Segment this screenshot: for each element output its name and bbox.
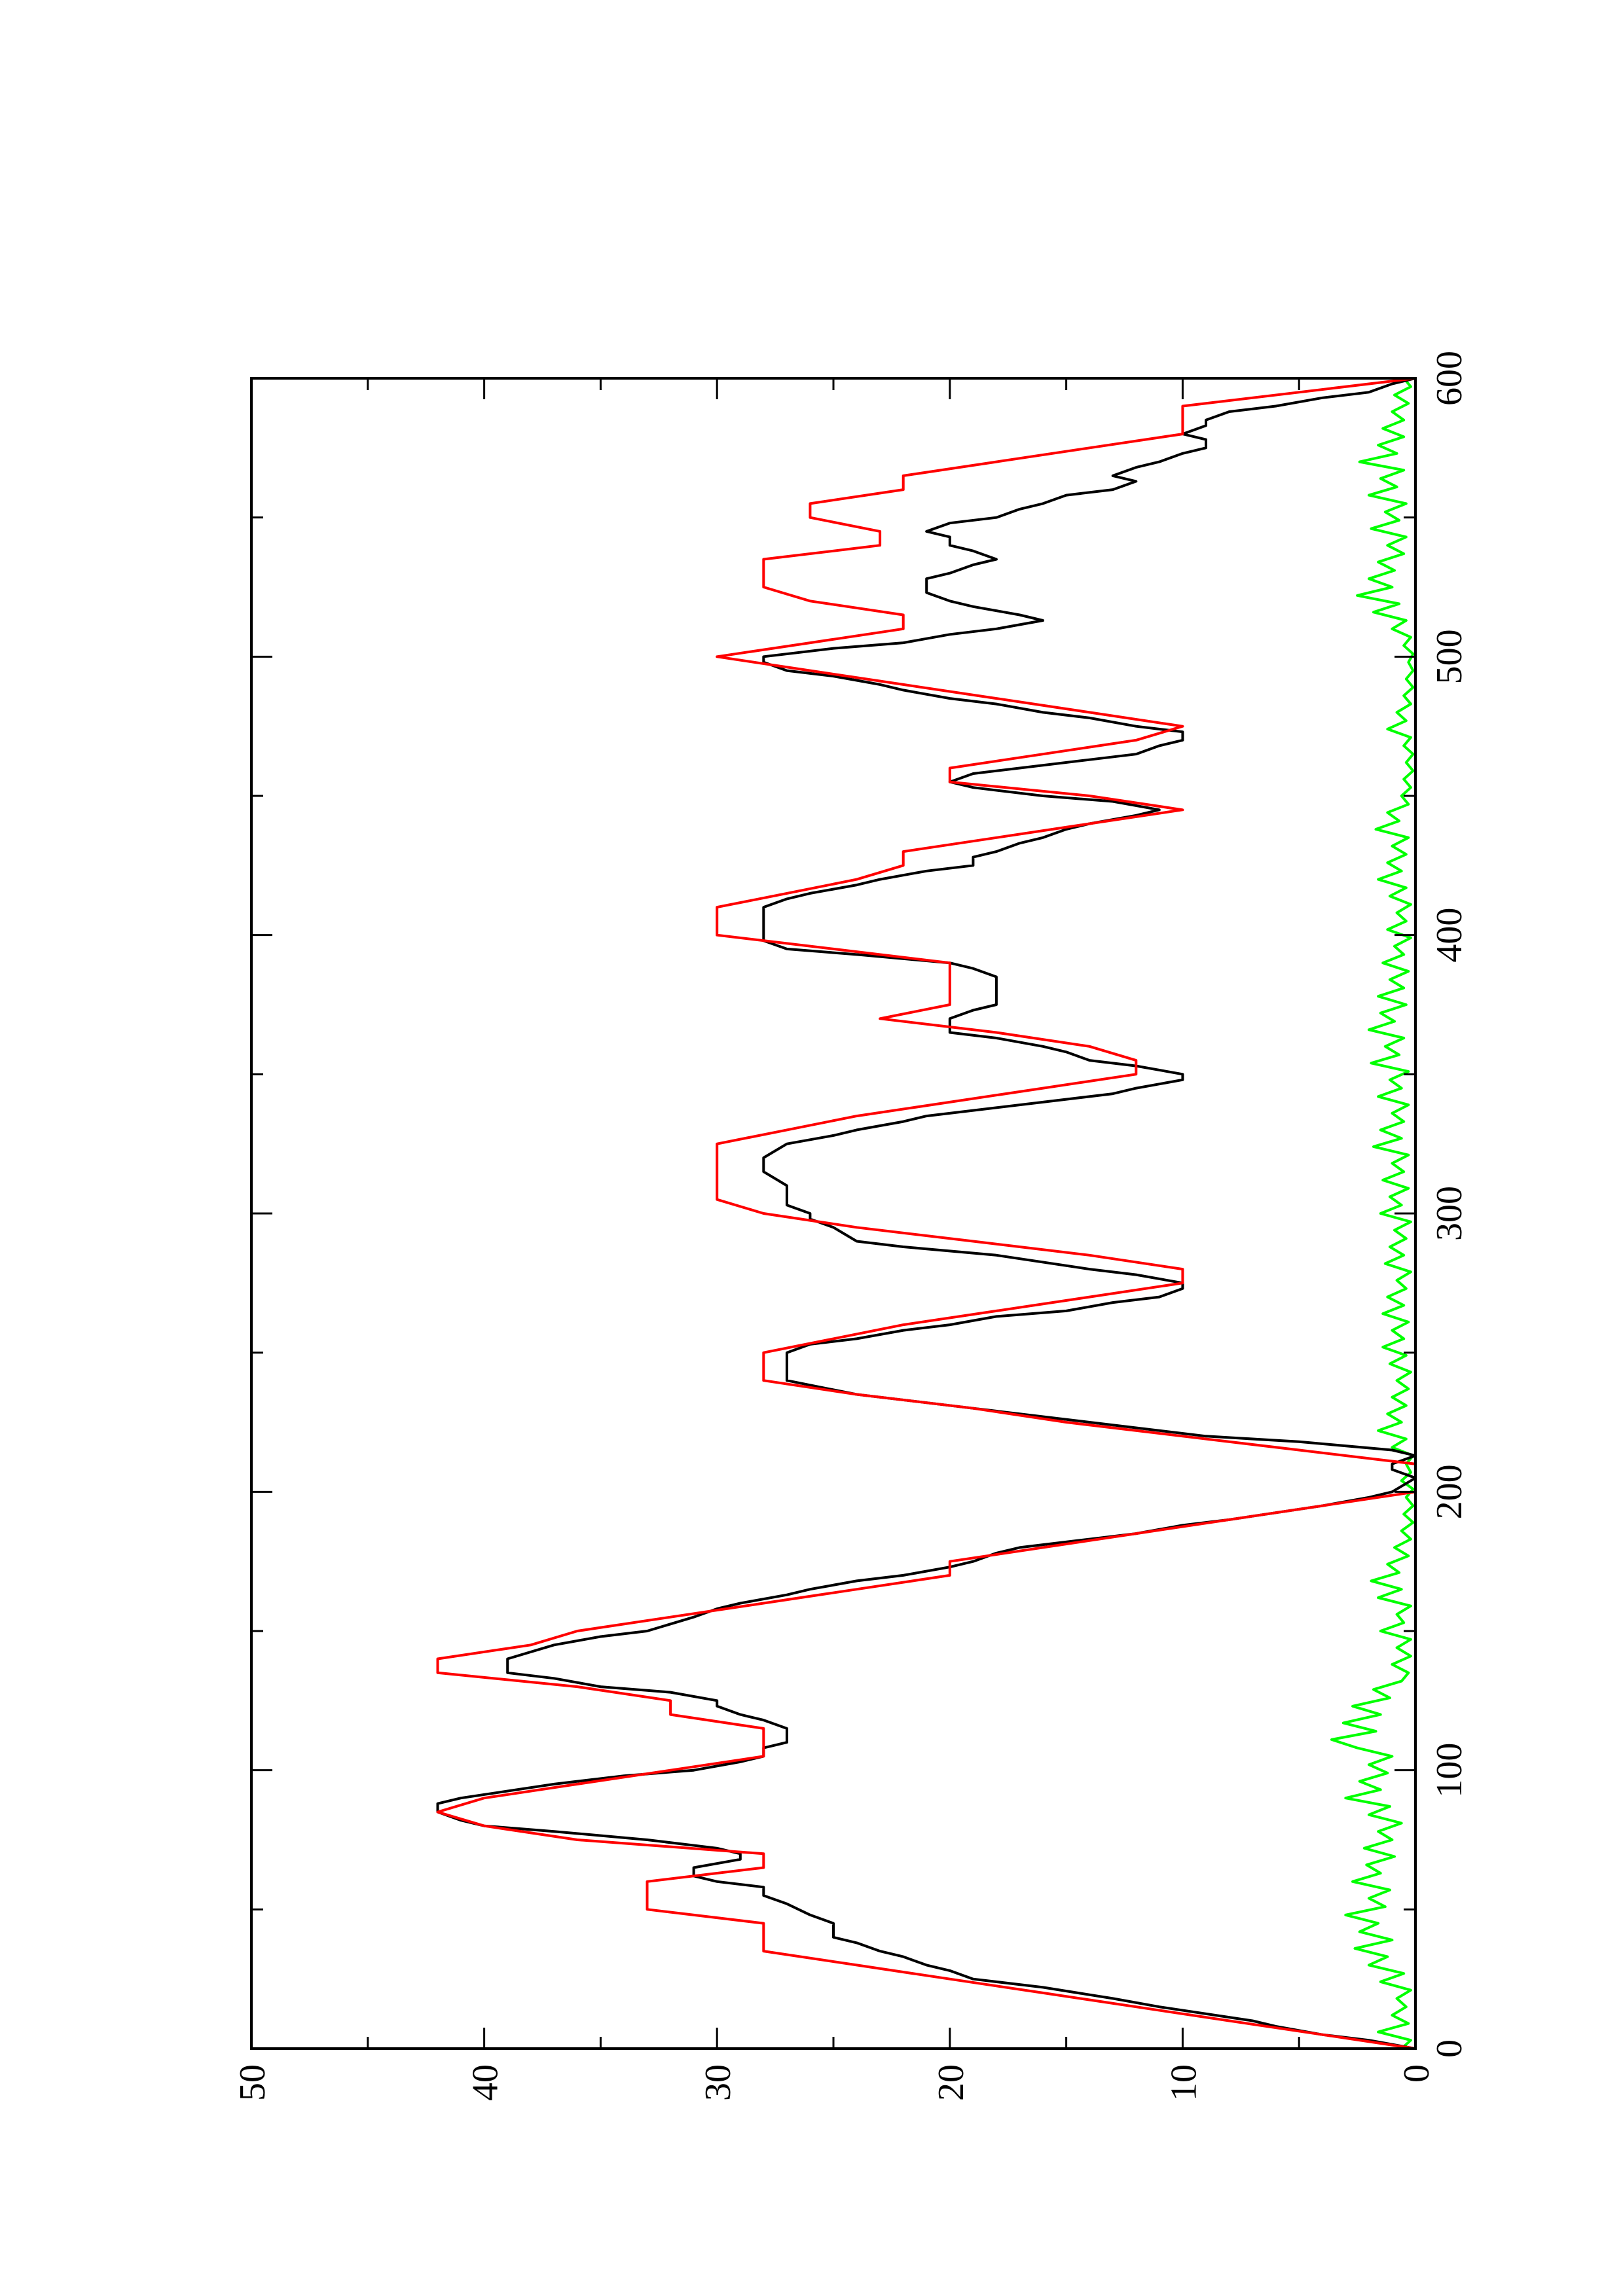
labels-layer: 0 100 200 300 400 500 600 0 10 20 30 40 50 bbox=[232, 351, 1470, 2101]
plot-frame bbox=[250, 377, 1417, 2050]
y-tick-label: 40 bbox=[465, 2064, 506, 2101]
y-tick-label: 30 bbox=[698, 2064, 739, 2101]
series-line-0 bbox=[436, 377, 1417, 2050]
x-tick-label: 500 bbox=[1429, 629, 1470, 684]
x-tick-label: 600 bbox=[1429, 351, 1470, 406]
x-tick-label: 100 bbox=[1429, 1743, 1470, 1798]
x-tick-label: 200 bbox=[1429, 1464, 1470, 1519]
y-tick-label: 50 bbox=[232, 2064, 273, 2101]
x-tick-label: 400 bbox=[1429, 908, 1470, 963]
ticks-layer bbox=[250, 377, 1417, 2050]
y-tick-label: 0 bbox=[1396, 2064, 1437, 2083]
x-tick-label: 300 bbox=[1429, 1186, 1470, 1241]
x-tick-label: 0 bbox=[1429, 2039, 1470, 2058]
y-tick-label: 20 bbox=[931, 2064, 972, 2101]
y-tick-label: 10 bbox=[1163, 2064, 1204, 2101]
